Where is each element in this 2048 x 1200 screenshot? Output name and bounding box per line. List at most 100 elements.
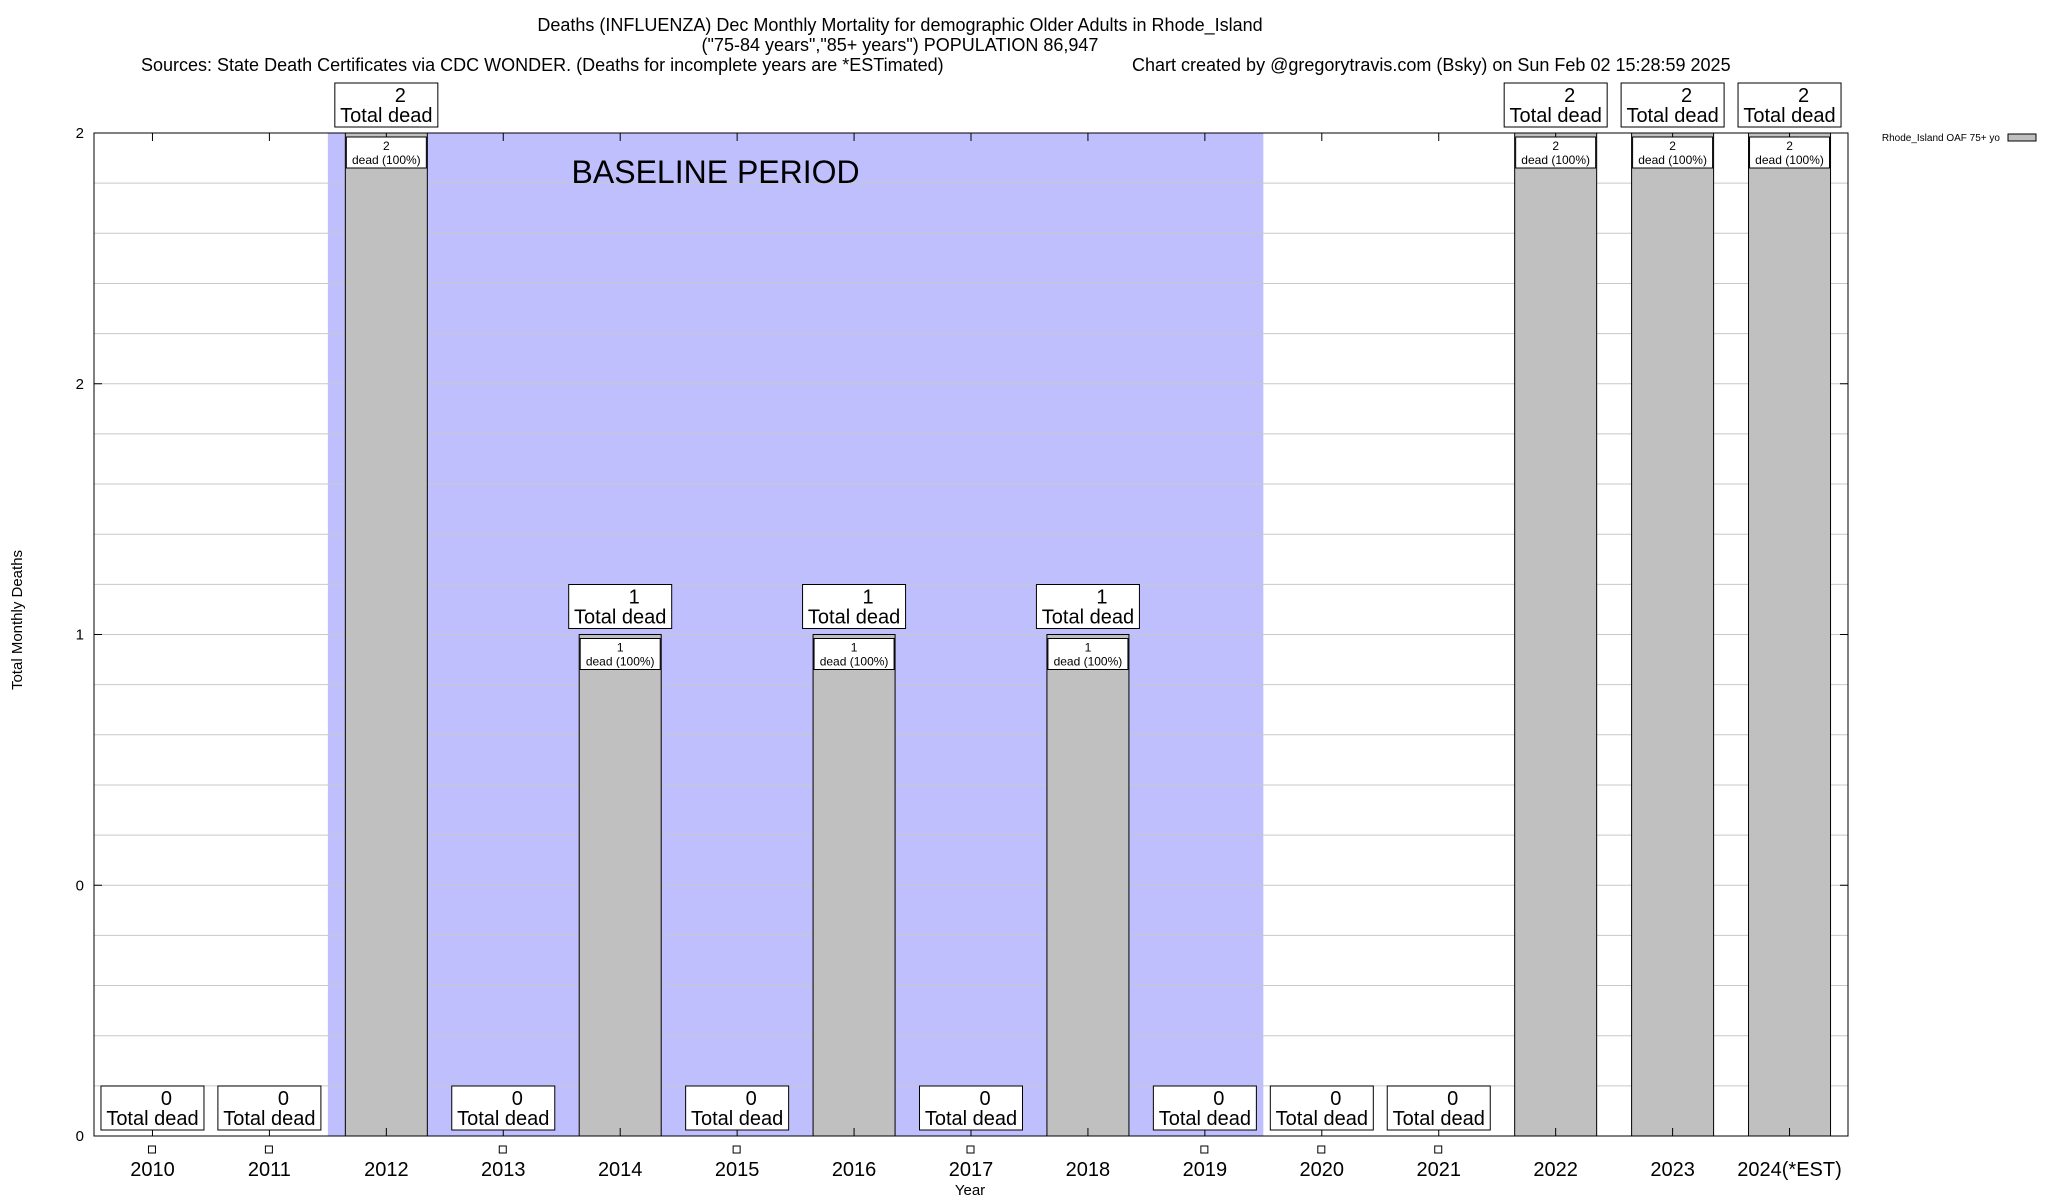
bar-inner-label-box bbox=[1632, 136, 1714, 169]
bar-inner-value: 1 bbox=[1085, 641, 1092, 655]
bar-inner-label: dead (100%) bbox=[586, 655, 655, 669]
zero-marker bbox=[966, 1145, 975, 1154]
total-label-box bbox=[919, 1085, 1023, 1131]
chart-sources: Sources: State Death Certificates via CD… bbox=[141, 55, 944, 75]
bar-inner-value: 1 bbox=[617, 641, 624, 655]
x-axis-title: Year bbox=[955, 1182, 985, 1199]
zero-marker bbox=[498, 1145, 507, 1154]
x-tick-label: 2022 bbox=[1533, 1159, 1578, 1181]
bar-inner-label-box bbox=[579, 638, 661, 670]
zero-marker bbox=[264, 1145, 273, 1154]
baseline-period-label: BASELINE PERIOD bbox=[572, 154, 860, 190]
total-label-box bbox=[1386, 1085, 1491, 1131]
bar bbox=[344, 132, 428, 1137]
y-tick-label: 0 bbox=[76, 877, 84, 894]
total-value: 1 bbox=[1096, 587, 1107, 609]
total-label: Total dead bbox=[1393, 1108, 1485, 1130]
total-label: Total dead bbox=[1510, 105, 1602, 127]
x-tick-label: 2020 bbox=[1300, 1159, 1345, 1181]
x-tick-label: 2018 bbox=[1066, 1159, 1111, 1181]
total-value: 1 bbox=[629, 587, 640, 609]
total-label: Total dead bbox=[223, 1108, 315, 1130]
total-label-box bbox=[685, 1085, 790, 1131]
total-value: 0 bbox=[1447, 1088, 1458, 1110]
total-value: 2 bbox=[395, 85, 406, 107]
x-tick-label: 2010 bbox=[130, 1159, 175, 1181]
x-tick-label: 2021 bbox=[1416, 1159, 1461, 1181]
x-tick-label: 2023 bbox=[1650, 1159, 1695, 1181]
chart-subtitle: ("75-84 years","85+ years") POPULATION 8… bbox=[702, 35, 1099, 55]
bar bbox=[1046, 634, 1130, 1137]
bar-inner-value: 2 bbox=[1669, 139, 1676, 153]
bar-inner-label: dead (100%) bbox=[1755, 153, 1824, 167]
x-tick-label: 2011 bbox=[248, 1159, 291, 1181]
total-label-box bbox=[100, 1085, 205, 1131]
bar-inner-label: dead (100%) bbox=[1054, 655, 1123, 669]
total-value: 2 bbox=[1681, 85, 1692, 107]
y-tick-label: 0 bbox=[76, 1128, 84, 1145]
bar bbox=[578, 634, 662, 1137]
total-label-box bbox=[1035, 584, 1140, 629]
total-value: 1 bbox=[863, 587, 874, 609]
bar-inner-label-box bbox=[1515, 136, 1597, 169]
total-label: Total dead bbox=[574, 607, 666, 629]
total-value: 0 bbox=[512, 1088, 523, 1110]
total-label-box bbox=[217, 1085, 322, 1131]
bar-inner-value: 2 bbox=[383, 139, 390, 153]
zero-marker bbox=[1200, 1145, 1209, 1154]
bar bbox=[812, 634, 896, 1137]
bar-inner-label: dead (100%) bbox=[1638, 153, 1707, 167]
legend-swatch bbox=[2007, 133, 2037, 142]
total-label-box bbox=[1152, 1085, 1257, 1131]
total-label: Total dead bbox=[808, 607, 900, 629]
total-label: Total dead bbox=[925, 1108, 1017, 1130]
total-label-box bbox=[334, 82, 439, 128]
legend-label: Rhode_Island OAF 75+ yo bbox=[1882, 133, 2001, 144]
bar-inner-label: dead (100%) bbox=[820, 655, 889, 669]
bar-inner-label-box bbox=[1749, 136, 1831, 169]
total-label: Total dead bbox=[1159, 1108, 1251, 1130]
zero-marker bbox=[1317, 1145, 1326, 1154]
zero-marker bbox=[1434, 1145, 1443, 1154]
total-value: 2 bbox=[1798, 85, 1809, 107]
bar-inner-label-box bbox=[1047, 638, 1129, 670]
bar bbox=[1631, 132, 1715, 1137]
x-tick-label: 2013 bbox=[481, 1159, 526, 1181]
total-label-box bbox=[1503, 82, 1608, 128]
total-label: Total dead bbox=[1626, 105, 1718, 127]
total-value: 0 bbox=[161, 1088, 172, 1110]
total-label: Total dead bbox=[1042, 607, 1134, 629]
y-axis-title: Total Monthly Deaths bbox=[9, 550, 26, 690]
total-label: Total dead bbox=[457, 1108, 549, 1130]
y-tick-label: 2 bbox=[76, 376, 84, 393]
bar-inner-value: 2 bbox=[1552, 139, 1559, 153]
bar-inner-label-box bbox=[345, 136, 427, 169]
x-tick-label: 2024(*EST) bbox=[1737, 1159, 1842, 1181]
total-value: 0 bbox=[746, 1088, 757, 1110]
total-label-box bbox=[1737, 82, 1842, 128]
bar-inner-label-box bbox=[813, 638, 895, 670]
chart-credit: Chart created by @gregorytravis.com (Bsk… bbox=[1132, 55, 1731, 75]
total-label-box bbox=[568, 584, 673, 629]
bar bbox=[1514, 132, 1598, 1137]
x-tick-label: 2016 bbox=[832, 1159, 877, 1181]
bar-inner-value: 2 bbox=[1786, 139, 1793, 153]
total-value: 0 bbox=[1213, 1088, 1224, 1110]
total-label-box bbox=[802, 584, 907, 629]
y-tick-label: 1 bbox=[76, 627, 84, 644]
total-value: 0 bbox=[979, 1088, 990, 1110]
x-tick-label: 2015 bbox=[715, 1159, 760, 1181]
y-tick-label: 2 bbox=[76, 125, 84, 142]
total-value: 0 bbox=[278, 1088, 289, 1110]
total-label-box bbox=[1620, 82, 1725, 128]
x-tick-label: 2012 bbox=[364, 1159, 409, 1181]
total-label: Total dead bbox=[1276, 1108, 1368, 1130]
total-label: Total dead bbox=[1743, 105, 1835, 127]
bar bbox=[1748, 132, 1832, 1137]
x-tick-label: 2014 bbox=[598, 1159, 643, 1181]
bar-inner-label: dead (100%) bbox=[352, 153, 421, 167]
bar-inner-label: dead (100%) bbox=[1521, 153, 1590, 167]
total-value: 0 bbox=[1330, 1088, 1341, 1110]
